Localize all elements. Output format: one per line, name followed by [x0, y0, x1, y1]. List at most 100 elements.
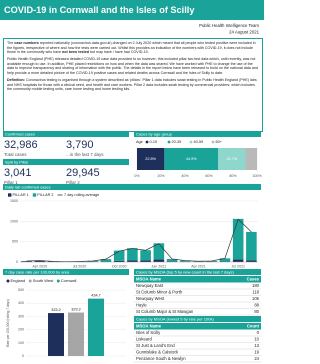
- table-cell: St Columb Minor & Porth: [136, 289, 183, 294]
- daily-bar: [246, 231, 257, 261]
- y-tick-label: 0: [22, 354, 24, 358]
- y-tick-label: 300: [18, 314, 24, 318]
- paragraph: The case numbers reported nationally (co…: [7, 41, 259, 55]
- daily-bar: [140, 250, 151, 261]
- y-tick-label: 0: [16, 260, 18, 264]
- stat-label: Pillar 2: [66, 180, 80, 185]
- legend-label: 60+: [216, 140, 223, 144]
- data-label: 325.2: [51, 308, 61, 312]
- data-label: 434.7: [91, 294, 101, 298]
- table-cell: 10: [254, 336, 259, 341]
- section-bar: [3, 131, 129, 137]
- legend-swatch: [28, 279, 32, 283]
- table-cell: Isles of Scilly: [136, 330, 161, 335]
- table-header-bg: [134, 276, 261, 283]
- legend-swatch: [189, 140, 193, 144]
- header-bar: [0, 0, 264, 20]
- x-tick-label: Apr 2021: [191, 264, 206, 268]
- daily-bar: [206, 260, 218, 262]
- daily-bar: [232, 218, 244, 260]
- text-run: reported nationally (coronavirus.data.go…: [7, 41, 256, 55]
- text-run: Definition:: [7, 78, 25, 83]
- table-cell: Liskeard: [136, 336, 152, 341]
- table-cell: 180: [252, 283, 260, 288]
- table-cell: 80: [254, 309, 259, 314]
- stat-label: ...in the last 7 days: [66, 152, 104, 157]
- stat-value: 29,945: [66, 167, 100, 179]
- section-title: 7 day case rate per 100,000 by area: [5, 269, 70, 274]
- legend-title: Age: [136, 140, 143, 144]
- legend-swatch: [8, 193, 12, 197]
- age-segment: [137, 148, 165, 170]
- legend-swatch: [145, 140, 149, 144]
- section-title: Cases by MSOA (top 5 by new count in the…: [136, 269, 234, 274]
- table-header: MSOA Name: [136, 323, 162, 328]
- rate-bar: [68, 312, 84, 356]
- legend-swatch: [56, 279, 60, 283]
- legend-label: PILLAR 2: [37, 193, 53, 197]
- section-bar: [3, 269, 129, 275]
- section-bar: [134, 131, 261, 137]
- section-title: Split by Pillar: [5, 159, 29, 164]
- data-label: 22.7%: [226, 157, 237, 161]
- text-run: not been tested: [62, 50, 89, 55]
- y-tick-label: 500: [12, 240, 18, 244]
- y-axis-label: Rate per 100,000 (rolling 7 days): [6, 299, 10, 347]
- team-name: Public Health Intelligence Team: [199, 23, 259, 28]
- legend-label: 20-39: [172, 140, 182, 144]
- page-title: COVID-19 in Cornwall and the Isles of Sc…: [4, 5, 195, 15]
- data-label: 22.8%: [145, 157, 156, 161]
- x-tick-label: 40%: [181, 174, 189, 178]
- x-tick-label: Oct 2020: [112, 264, 127, 268]
- daily-bar: [113, 260, 125, 262]
- daily-bar: [34, 260, 46, 262]
- table-cell: 105: [252, 296, 260, 301]
- y-tick-label: 1500: [10, 199, 18, 203]
- table-cell: Hayle: [136, 302, 147, 307]
- daily-bar: [153, 243, 165, 260]
- stat-label: Pillar 1: [4, 180, 18, 185]
- rate-bar: [48, 313, 64, 356]
- dashboard: COVID-19 in Cornwall and the Isles of Sc…: [0, 0, 264, 363]
- daily-bar: [166, 258, 178, 262]
- table-cell: Newquay West: [136, 296, 165, 301]
- table-cell: 24: [254, 356, 259, 361]
- table-cell: 19: [254, 349, 259, 354]
- table-cell: 118: [252, 289, 259, 294]
- table-cell: St Just & Land's End: [136, 343, 175, 348]
- table-cell: St Columb Major & St Mawgan: [136, 309, 194, 314]
- paragraph: Definition: Coronavirus testing is organ…: [7, 78, 259, 92]
- intro-box: The case numbers reported nationally (co…: [3, 38, 263, 132]
- text-run: Coronavirus testing is organised through…: [7, 78, 257, 92]
- legend-swatch: [167, 140, 171, 144]
- daily-bar: [21, 261, 32, 262]
- legend-swatch: [32, 193, 37, 197]
- daily-bar: [127, 260, 138, 262]
- table-header: MSOA Name: [136, 276, 162, 281]
- legend-label: Cornwall: [61, 278, 77, 283]
- section-title: Cases by MSOA (lowest 5 by rate per 100k…: [136, 316, 214, 321]
- text-run: but may have / have had COVID-19.: [88, 50, 149, 55]
- section-bar: [134, 269, 261, 275]
- age-segment: [245, 148, 257, 170]
- page: { "header": {"title": "COVID-19 in Cornw…: [0, 0, 264, 364]
- section-title: Daily lab confirmed cases: [5, 184, 51, 189]
- daily-bar: [87, 260, 99, 262]
- x-tick-label: Jul 2021: [231, 264, 245, 268]
- table-cell: 13: [254, 343, 259, 348]
- legend-label: South West: [33, 278, 54, 283]
- legend-label: PILLAR 1: [13, 193, 29, 197]
- table-cell: Gunnislake & Calstock: [136, 349, 179, 354]
- daily-bar: [232, 259, 244, 262]
- section-title: Cases by age group: [136, 131, 173, 136]
- section-title: Confirmed cases: [5, 131, 35, 136]
- report-date: 24 August 2021: [229, 30, 259, 35]
- y-tick-label: 200: [18, 328, 24, 332]
- x-tick-label: Jul 2020: [73, 264, 87, 268]
- table-cell: 0: [257, 330, 260, 335]
- daily-bar: [166, 261, 178, 262]
- x-tick-label: 0%: [134, 174, 140, 178]
- table-cell: 88: [254, 302, 259, 307]
- stat-value: 3,041: [4, 167, 32, 179]
- legend-label: England: [11, 278, 26, 283]
